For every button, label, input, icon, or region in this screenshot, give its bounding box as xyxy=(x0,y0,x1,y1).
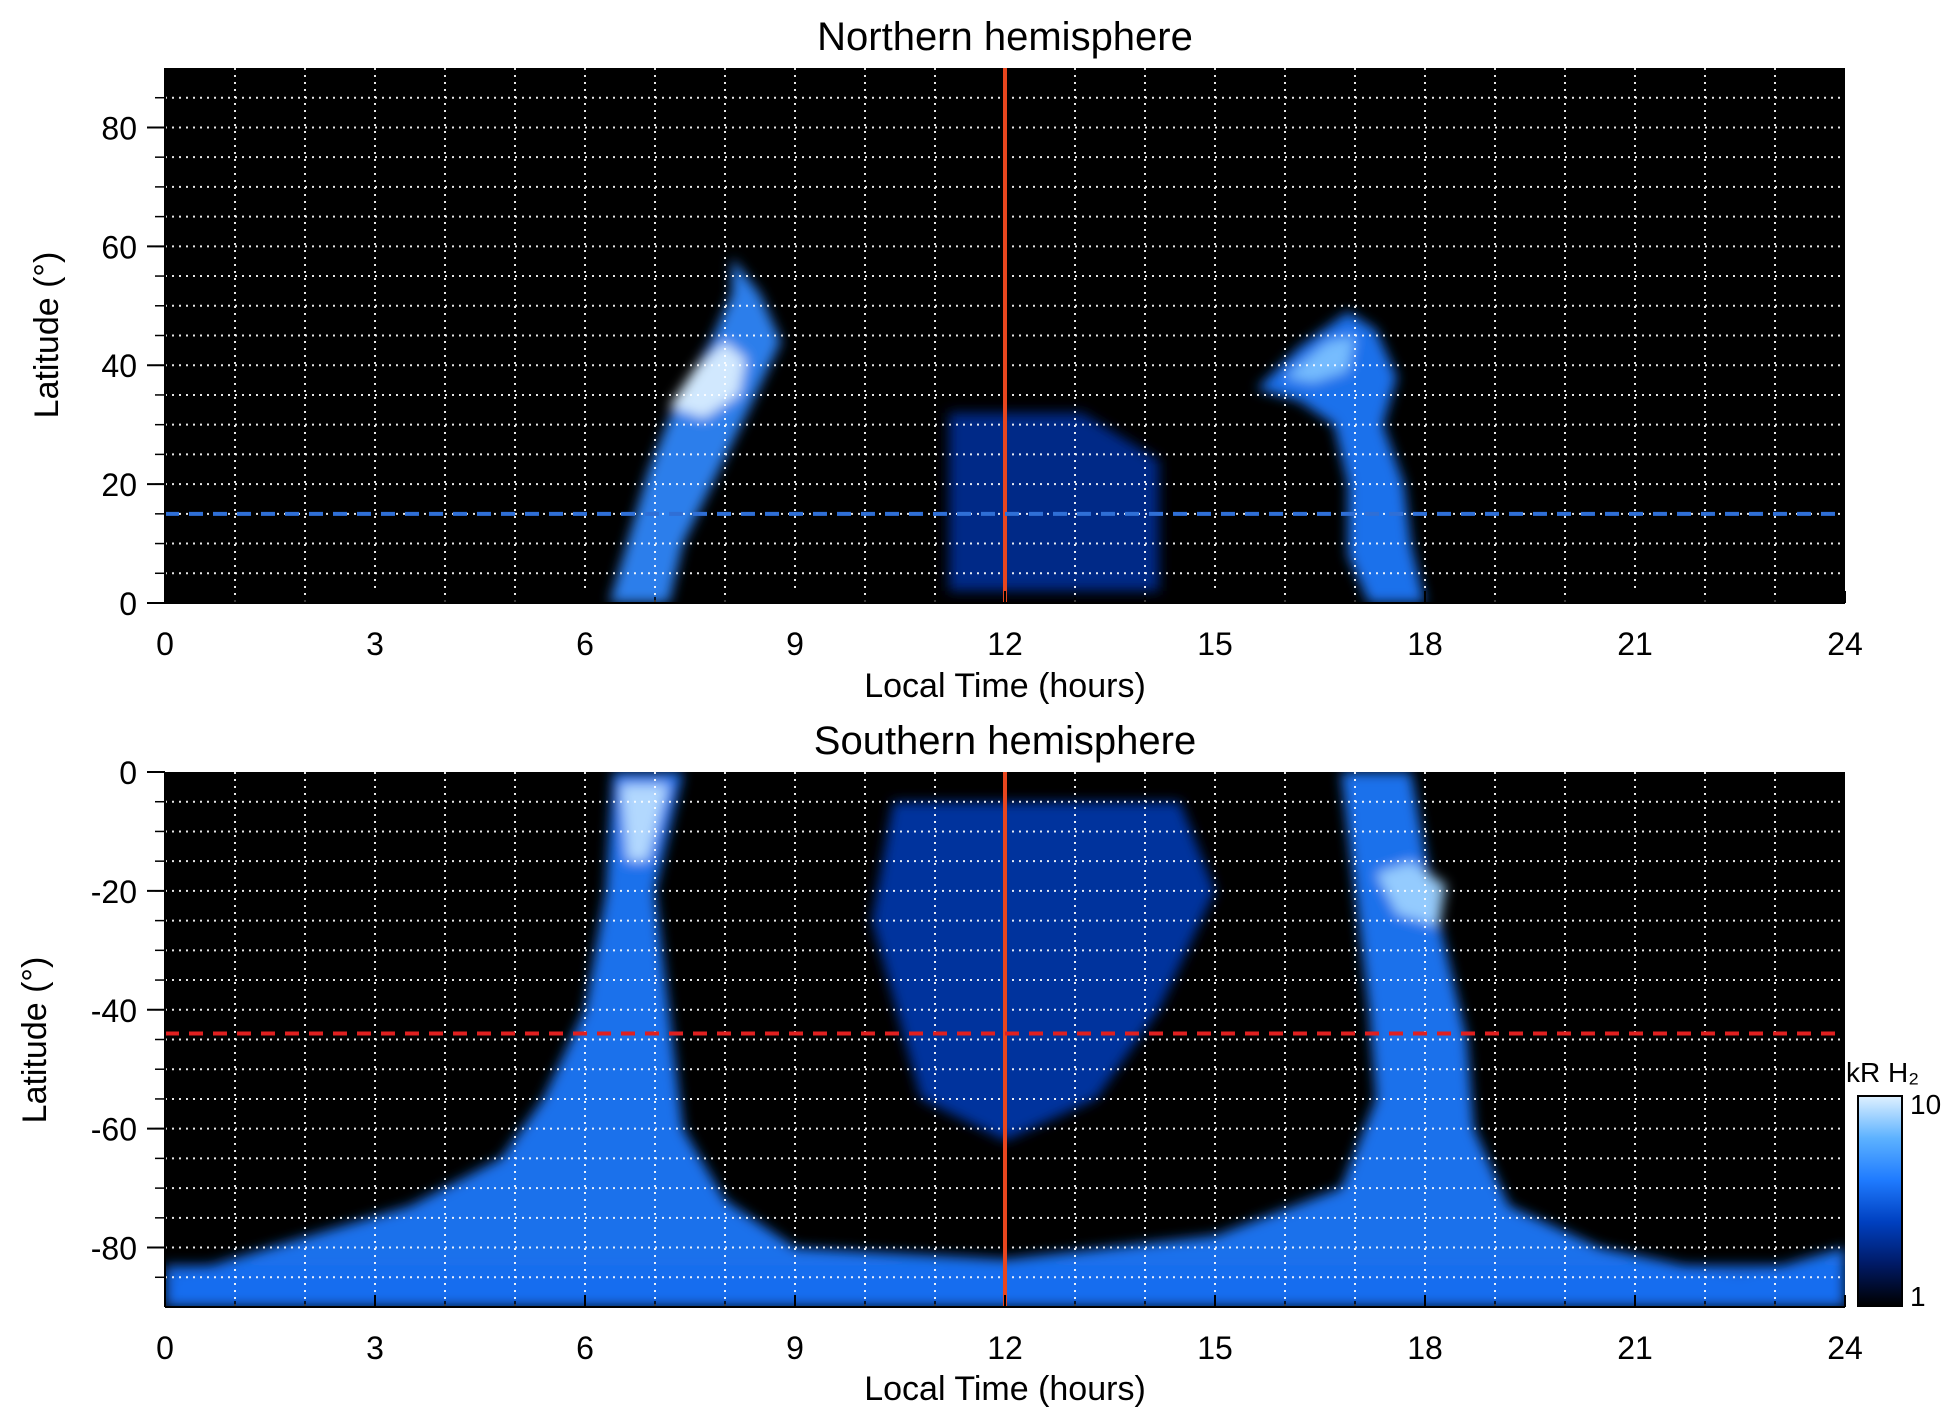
x-tick-label: 15 xyxy=(1197,1330,1233,1366)
south-title: Southern hemisphere xyxy=(814,719,1196,763)
y-tick-label: 40 xyxy=(101,348,137,384)
x-tick-label: 18 xyxy=(1407,1330,1443,1366)
x-tick-label: 6 xyxy=(576,1330,594,1366)
south-xlabel: Local Time (hours) xyxy=(864,1370,1146,1408)
north-ylabel: Latitude (°) xyxy=(28,252,66,419)
x-tick-label: 9 xyxy=(786,626,804,662)
x-tick-label: 6 xyxy=(576,626,594,662)
colorbar-min-label: 1 xyxy=(1910,1281,1926,1312)
y-tick-label: -20 xyxy=(91,874,137,910)
y-tick-label: -60 xyxy=(91,1112,137,1148)
y-tick-label: 0 xyxy=(119,586,137,622)
y-tick-label: -80 xyxy=(91,1231,137,1267)
north-xlabel: Local Time (hours) xyxy=(864,667,1146,705)
x-tick-label: 3 xyxy=(366,1330,384,1366)
south-panel: Southern hemisphere 0 3 6 9 12 15 18 21 24 0 -20 -4… xyxy=(16,719,1863,1408)
x-tick-label: 24 xyxy=(1827,1330,1863,1366)
x-tick-label: 24 xyxy=(1827,626,1863,662)
x-tick-label: 15 xyxy=(1197,626,1233,662)
x-tick-label: 18 xyxy=(1407,626,1443,662)
x-tick-label: 12 xyxy=(987,626,1023,662)
y-tick-label: 60 xyxy=(101,229,137,265)
x-tick-label: 21 xyxy=(1617,626,1653,662)
north-title: Northern hemisphere xyxy=(817,15,1193,59)
y-tick-label: -40 xyxy=(91,993,137,1029)
colorbar-max-label: 10 xyxy=(1910,1089,1941,1120)
x-tick-label: 9 xyxy=(786,1330,804,1366)
colorbar-label: kR H₂ xyxy=(1846,1057,1919,1088)
colorbar-ramp xyxy=(1858,1096,1902,1306)
y-tick-label: 80 xyxy=(101,110,137,146)
north-panel: Northern hemisphere 0 3 6 9 12 15 18 21 24 0 20 40 6… xyxy=(28,15,1863,705)
x-tick-label: 0 xyxy=(156,626,174,662)
y-tick-label: 20 xyxy=(101,467,137,503)
x-tick-label: 21 xyxy=(1617,1330,1653,1366)
x-tick-label: 3 xyxy=(366,626,384,662)
south-ylabel: Latitude (°) xyxy=(16,957,54,1124)
x-tick-label: 0 xyxy=(156,1330,174,1366)
x-tick-label: 12 xyxy=(987,1330,1023,1366)
y-tick-label: 0 xyxy=(119,755,137,791)
colorbar: kR H₂ 10 1 xyxy=(1846,1057,1941,1312)
